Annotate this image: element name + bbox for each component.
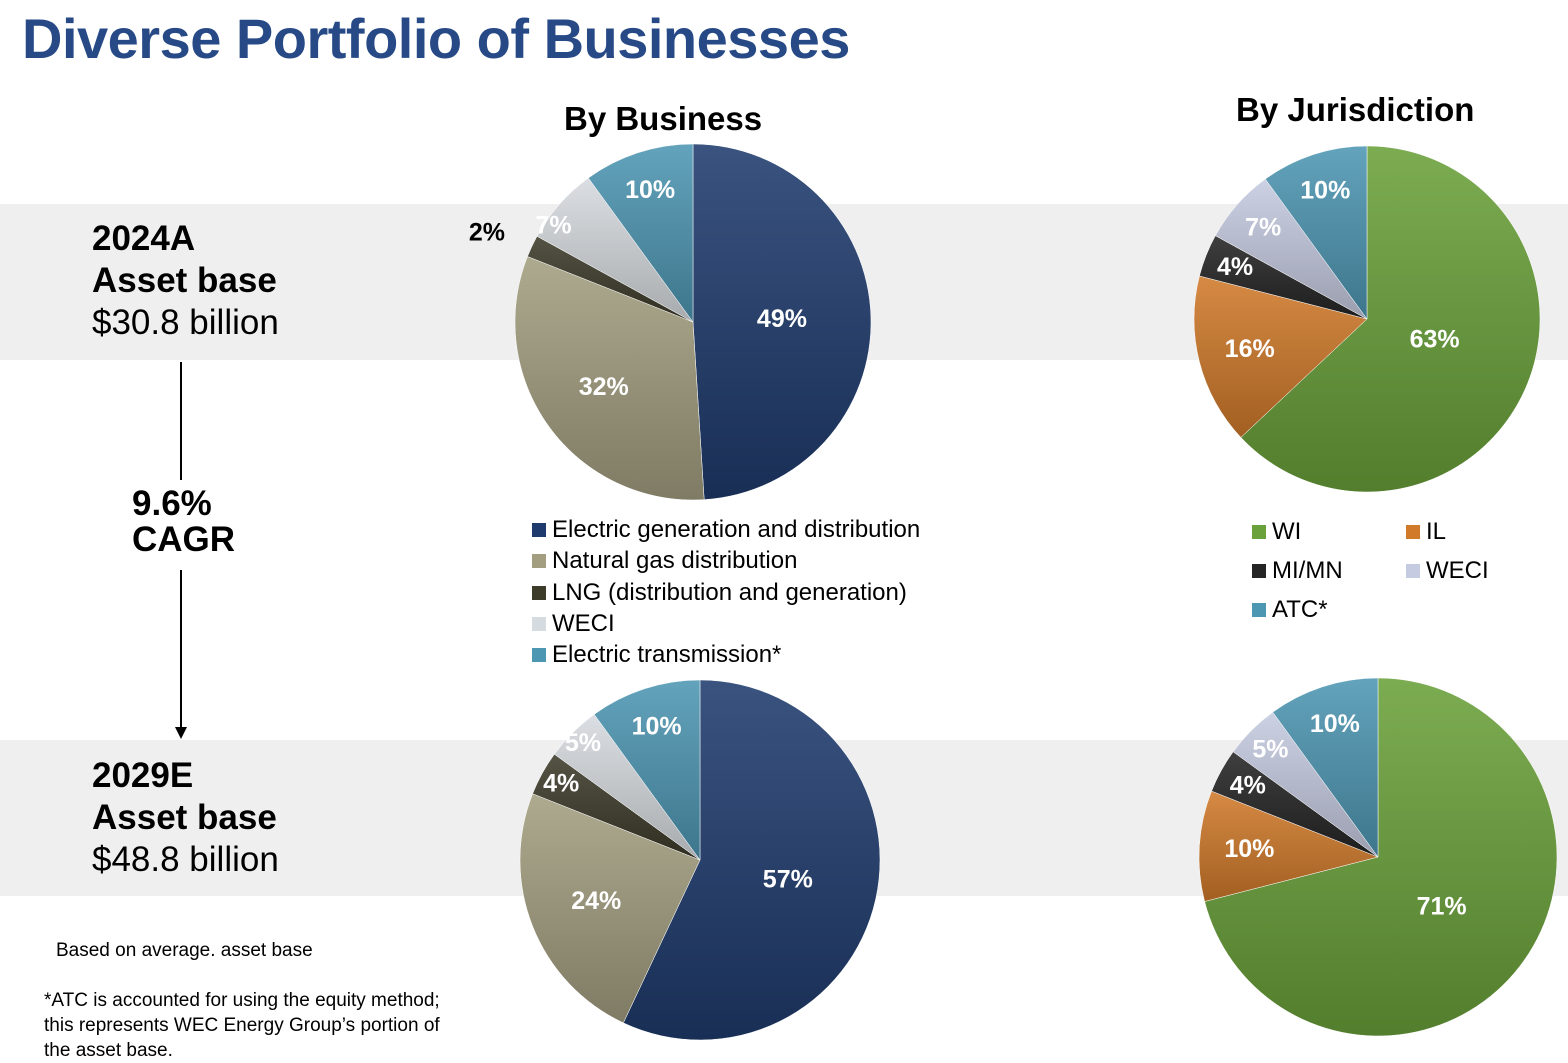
data-label-mimn: 4% — [1230, 771, 1266, 799]
footnote-line: this represents WEC Energy Group’s porti… — [44, 1015, 440, 1036]
data-label-transmission: 10% — [625, 176, 675, 204]
column-title-jurisdiction: By Jurisdiction — [1236, 91, 1475, 128]
legend-label: LNG (distribution and generation) — [552, 579, 907, 606]
legend-label: Natural gas distribution — [552, 547, 798, 574]
legend-label: WECI — [1426, 557, 1489, 584]
data-label-weci: 7% — [1245, 213, 1281, 241]
pie-slice-transmission — [588, 143, 694, 323]
legend-label: WI — [1272, 518, 1302, 545]
pie-chart-jurisdiction-2024: 63% 16% 4% 7% 10% — [1193, 145, 1541, 493]
legend-swatch — [532, 648, 546, 662]
legend-item: WECI — [1406, 557, 1489, 585]
data-label-electric: 49% — [757, 305, 807, 333]
legend-swatch — [1406, 564, 1420, 578]
pie-chart-business-2029: 57% 24% 4% 5% 10% — [519, 679, 881, 1041]
data-label-electric: 57% — [763, 866, 813, 894]
legend-swatch — [1406, 525, 1420, 539]
data-label-transmission: 10% — [632, 712, 682, 740]
legend-swatch — [532, 523, 546, 537]
data-label-weci: 5% — [565, 729, 601, 757]
legend-swatch — [532, 586, 546, 600]
data-label-mimn: 4% — [1217, 253, 1253, 281]
arrow-line-top — [180, 362, 182, 480]
year-label: 2024A — [92, 219, 196, 258]
legend-item: Electric transmission* — [532, 641, 781, 669]
legend-swatch — [1252, 564, 1266, 578]
data-label-atc: 10% — [1310, 710, 1360, 738]
data-label-wi: 63% — [1410, 326, 1460, 354]
legend-swatch — [532, 554, 546, 568]
row-label-2024: 2024A Asset base $30.8 billion — [92, 218, 279, 344]
legend-item: ATC* — [1252, 596, 1328, 624]
row-label-2029: 2029E Asset base $48.8 billion — [92, 755, 279, 881]
asset-base-value: $48.8 billion — [92, 840, 279, 879]
legend-item: MI/MN — [1252, 557, 1343, 585]
cagr-value: 9.6% — [132, 484, 212, 523]
footnote-basis: Based on average. asset base — [56, 940, 313, 961]
legend-item: IL — [1406, 518, 1446, 546]
pie-slice-atc — [1264, 145, 1368, 320]
data-label-atc: 10% — [1300, 177, 1350, 205]
asset-base-value: $30.8 billion — [92, 303, 279, 342]
asset-base-label: Asset base — [92, 798, 277, 837]
legend-swatch — [1252, 603, 1266, 617]
data-label-lng: 4% — [543, 770, 579, 798]
data-label-wi: 71% — [1417, 892, 1467, 920]
legend-item: LNG (distribution and generation) — [532, 579, 907, 607]
data-label-gas: 32% — [579, 373, 629, 401]
legend-swatch — [1252, 525, 1266, 539]
footnote-line: *ATC is accounted for using the equity m… — [44, 990, 440, 1011]
pie-slice-electric — [692, 143, 872, 500]
arrow-line-bottom — [180, 570, 182, 728]
data-label-weci: 7% — [535, 211, 571, 239]
cagr-label: CAGR — [132, 520, 236, 559]
legend-item: WECI — [532, 610, 615, 638]
pie-chart-jurisdiction-2029: 71% 10% 4% 5% 10% — [1198, 677, 1558, 1037]
data-label-gas: 24% — [571, 887, 621, 915]
pie-slice-il — [1198, 790, 1379, 902]
pie-slice-wi — [1204, 677, 1558, 1037]
legend-label: WECI — [552, 610, 615, 637]
legend-label: Electric generation and distribution — [552, 516, 921, 543]
page-title: Diverse Portfolio of Businesses — [22, 7, 850, 70]
pie-slice-gas — [514, 256, 705, 501]
legend-label: IL — [1426, 518, 1447, 545]
column-title-business: By Business — [564, 100, 763, 137]
pie-slice-electric — [623, 679, 881, 1041]
footnote-atc: *ATC is accounted for using the equity m… — [44, 988, 440, 1063]
year-label: 2029E — [92, 756, 194, 795]
legend-swatch — [532, 617, 546, 631]
legend-label: MI/MN — [1272, 557, 1343, 584]
data-label-il: 16% — [1225, 335, 1275, 363]
pie-chart-business-2024: 49% 32% 2% 7% 10% — [469, 143, 872, 501]
legend-item: Natural gas distribution — [532, 547, 797, 575]
data-label-lng: 2% — [469, 219, 505, 247]
pie-slice-gas — [519, 793, 701, 1024]
data-label-il: 10% — [1224, 835, 1274, 863]
data-label-weci: 5% — [1252, 735, 1288, 763]
pie-slice-il — [1193, 275, 1368, 438]
pie-slice-wi — [1240, 145, 1541, 493]
legend-label: Electric transmission* — [552, 641, 782, 668]
asset-base-label: Asset base — [92, 261, 277, 300]
pie-slice-atc — [1272, 677, 1379, 858]
footnote-line: the asset base. — [44, 1040, 173, 1061]
arrow-down-icon — [175, 727, 187, 739]
legend-label: ATC* — [1272, 596, 1328, 623]
pie-slice-transmission — [593, 679, 701, 861]
legend-item: WI — [1252, 518, 1301, 546]
legend-item: Electric generation and distribution — [532, 516, 920, 544]
